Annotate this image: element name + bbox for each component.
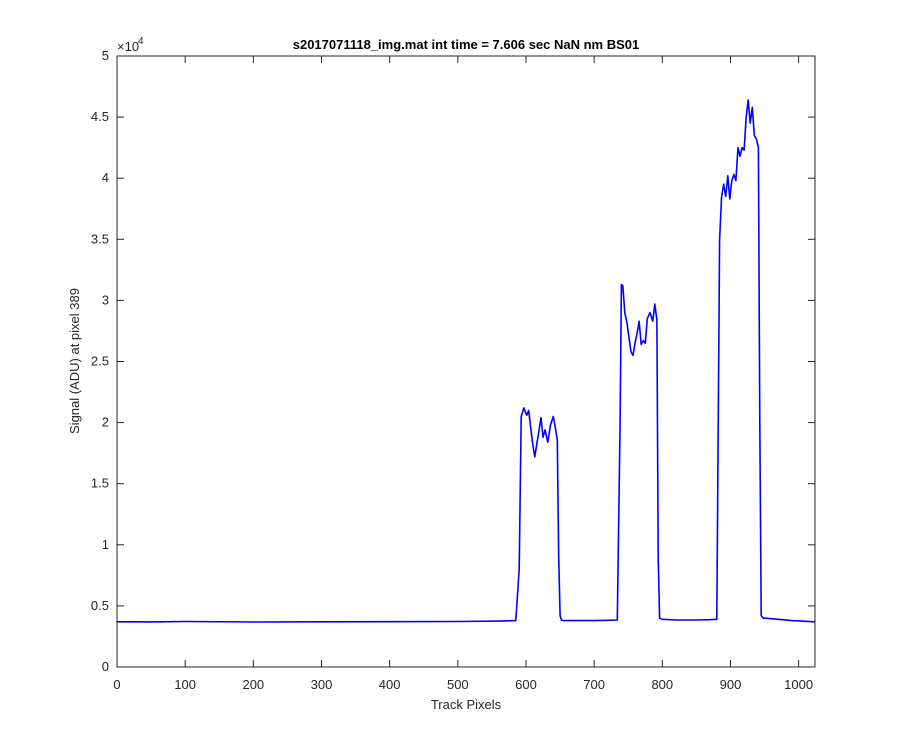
x-tick-label: 200: [242, 677, 264, 692]
x-tick-label: 600: [515, 677, 537, 692]
x-tick-label: 400: [379, 677, 401, 692]
y-axis-exponent: ×10 4: [117, 36, 144, 54]
x-axis-label: Track Pixels: [431, 697, 502, 712]
y-exponent-power: 4: [138, 36, 144, 47]
x-tick-label: 500: [447, 677, 469, 692]
series-line: [116, 99, 816, 623]
x-tick-label: 700: [583, 677, 605, 692]
x-tick-label: 800: [651, 677, 673, 692]
y-tick-label: 1.5: [91, 476, 109, 491]
y-axis-label: Signal (ADU) at pixel 389: [67, 288, 82, 434]
y-tick-label: 0.5: [91, 598, 109, 613]
y-tick-label: 1: [102, 537, 109, 552]
y-tick-label: 4: [102, 170, 109, 185]
x-axis: 0 100 200 300 400 500 600 700 800 900 1000: [113, 56, 813, 692]
series-layer: [116, 99, 816, 623]
x-tick-label: 0: [113, 677, 120, 692]
x-tick-label: 300: [311, 677, 333, 692]
y-tick-label: 3.5: [91, 231, 109, 246]
plot-area: [117, 56, 815, 667]
y-tick-label: 0: [102, 659, 109, 674]
y-tick-label: 3: [102, 292, 109, 307]
y-tick-label: 2: [102, 415, 109, 430]
chart-title: s2017071118_img.mat int time = 7.606 sec…: [293, 37, 640, 52]
x-tick-label: 1000: [784, 677, 813, 692]
y-axis: 0 0.5 1 1.5 2 2.5 3 3.5 4 4.5 5: [91, 48, 815, 674]
y-tick-label: 2.5: [91, 354, 109, 369]
y-tick-label: 4.5: [91, 109, 109, 124]
x-tick-label: 900: [720, 677, 742, 692]
y-tick-label: 5: [102, 48, 109, 63]
x-tick-label: 100: [174, 677, 196, 692]
y-exponent-base: ×10: [117, 39, 139, 54]
